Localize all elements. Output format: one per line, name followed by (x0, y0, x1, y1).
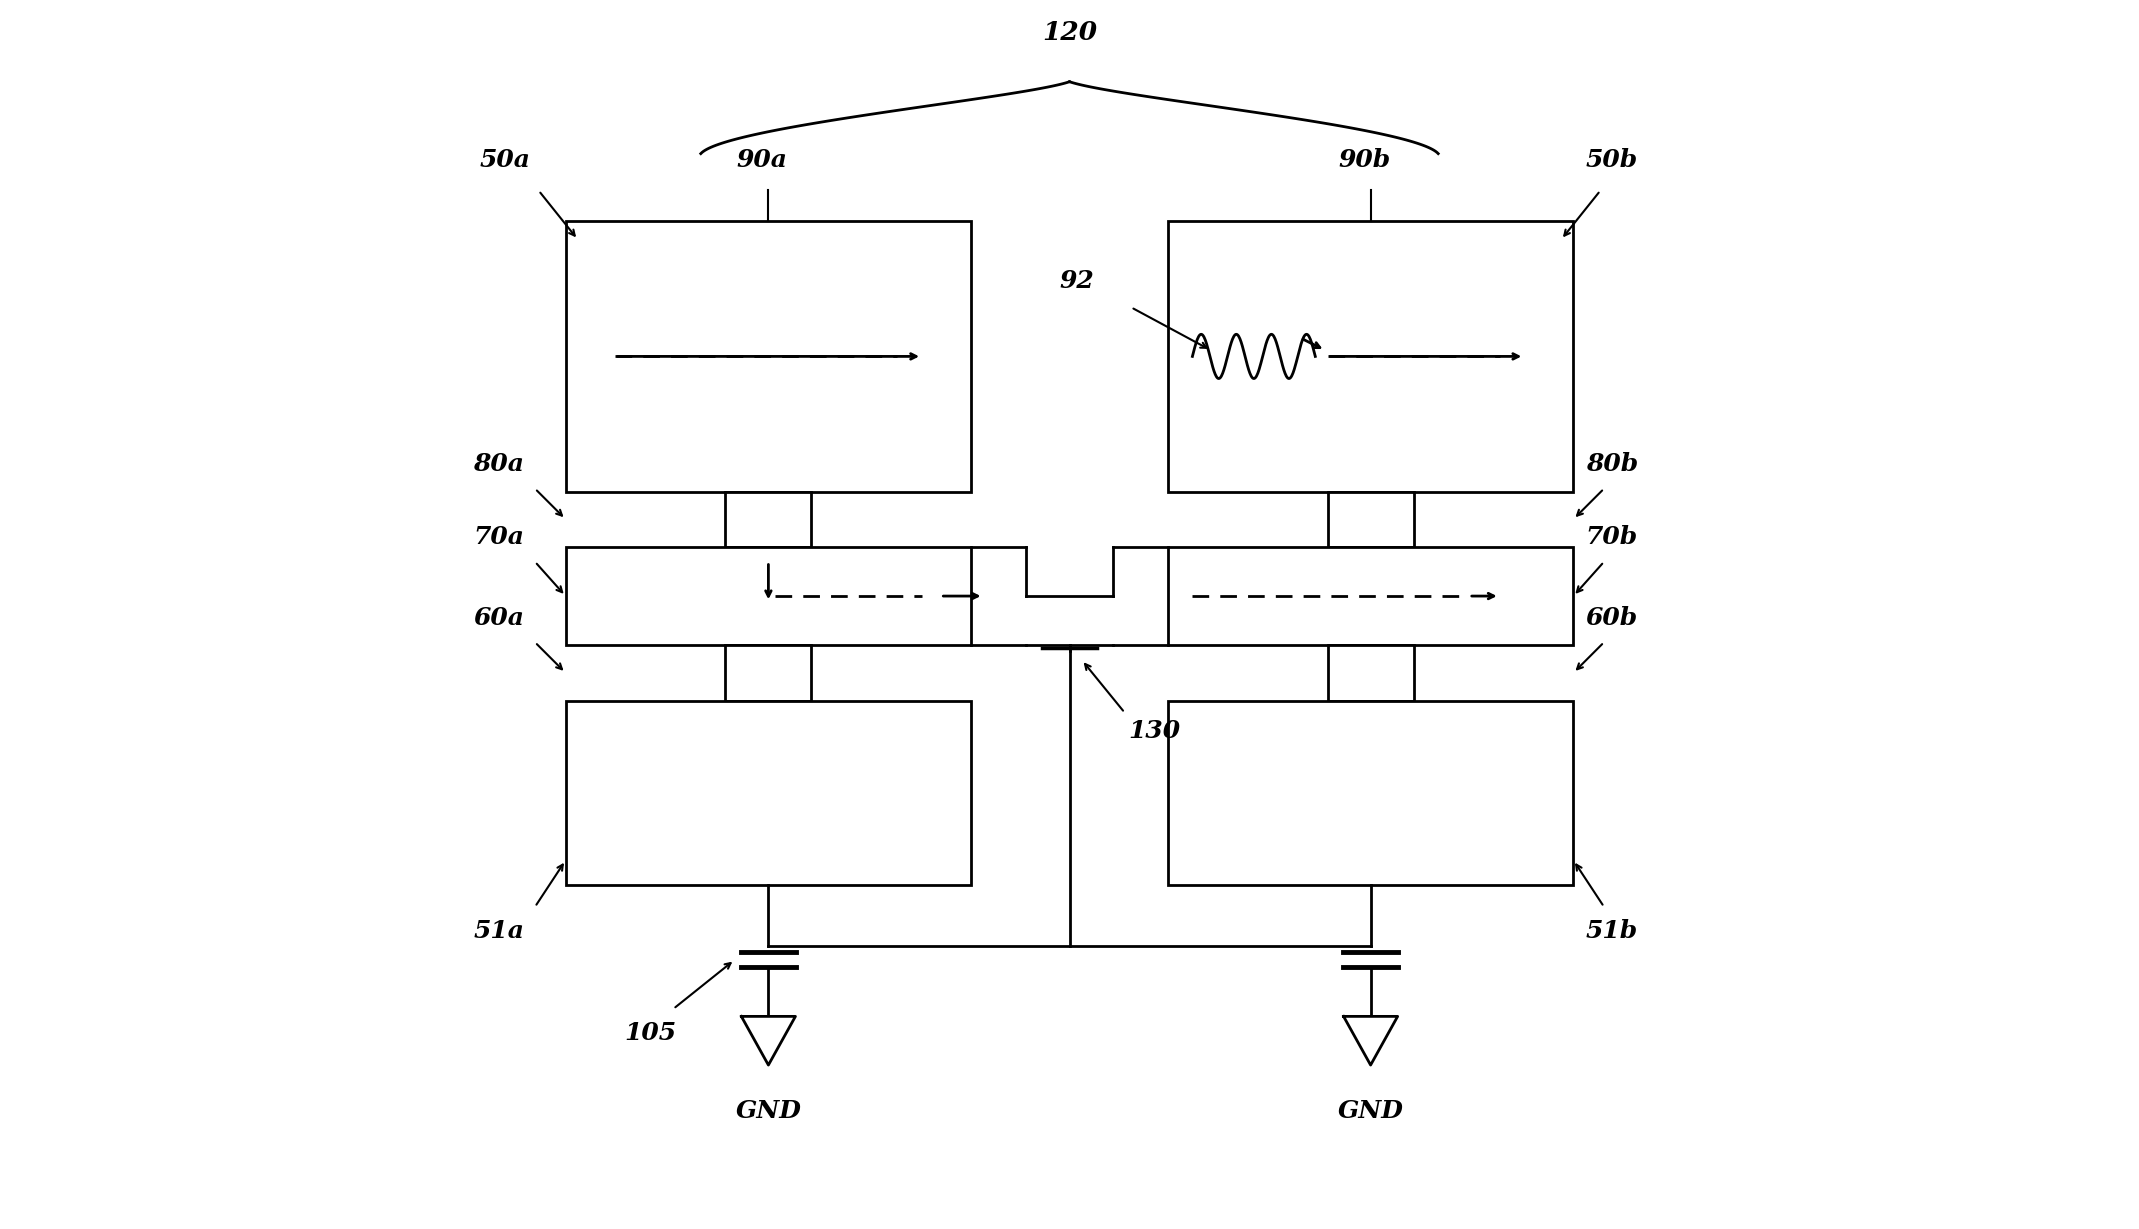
Text: 92: 92 (1059, 268, 1093, 293)
Bar (565, 701, 971, 885)
Bar (565, 221, 971, 492)
Text: 60a: 60a (473, 606, 524, 629)
Bar (1168, 221, 1574, 492)
Bar (725, 645, 811, 701)
Text: 50a: 50a (479, 147, 530, 172)
Polygon shape (742, 1016, 796, 1066)
Text: 80b: 80b (1585, 452, 1638, 476)
Text: 90a: 90a (736, 147, 787, 172)
Bar (1328, 645, 1414, 701)
Text: 70b: 70b (1585, 525, 1638, 549)
Polygon shape (1343, 1016, 1397, 1066)
Bar (1027, 596, 1112, 645)
Text: 50b: 50b (1585, 147, 1638, 172)
Text: 105: 105 (625, 1021, 676, 1046)
Text: 60b: 60b (1585, 606, 1638, 629)
Text: GND: GND (736, 1100, 802, 1123)
Text: 90b: 90b (1339, 147, 1390, 172)
Text: 130: 130 (1129, 719, 1181, 744)
Bar (565, 547, 971, 645)
Bar (725, 492, 811, 547)
Text: 120: 120 (1042, 20, 1097, 45)
Bar (1328, 492, 1414, 547)
Text: 51a: 51a (473, 919, 524, 944)
Text: GND: GND (1337, 1100, 1403, 1123)
Text: 51b: 51b (1585, 919, 1638, 944)
Text: 70a: 70a (473, 525, 524, 549)
Bar (1168, 701, 1574, 885)
Bar (1168, 547, 1574, 645)
Text: 80a: 80a (473, 452, 524, 476)
